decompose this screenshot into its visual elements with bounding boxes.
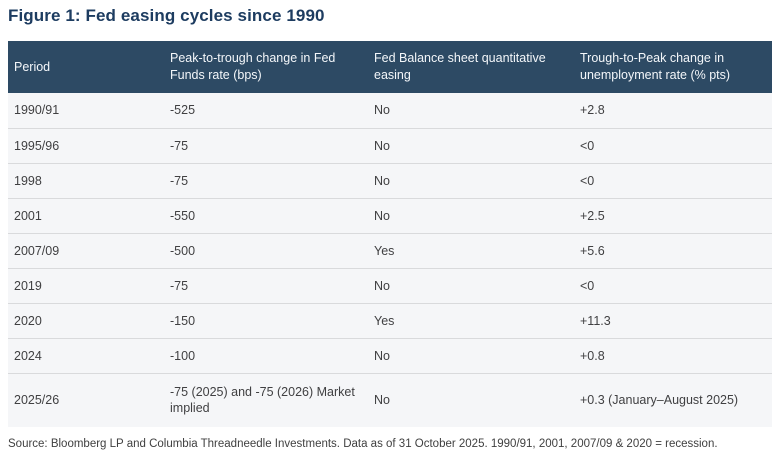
cell-period: 2001 (8, 197, 164, 233)
table-row: 2025/26 -75 (2025) and -75 (2026) Market … (8, 372, 772, 427)
cell-unemployment-change: <0 (574, 267, 772, 303)
table-row: 2001 -550 No +2.5 (8, 197, 772, 233)
cell-period: 2007/09 (8, 232, 164, 268)
cell-quantitative-easing: No (368, 162, 574, 198)
table-row: 2024 -100 No +0.8 (8, 337, 772, 373)
source-note: Source: Bloomberg LP and Columbia Thread… (8, 438, 718, 450)
column-header-period: Period (8, 41, 164, 93)
cell-fed-funds-change: -75 (164, 127, 368, 163)
table-row: 1995/96 -75 No <0 (8, 127, 772, 163)
cell-period: 1995/96 (8, 127, 164, 163)
cell-fed-funds-change: -75 (2025) and -75 (2026) Market implied (164, 372, 368, 427)
table-row: 1998 -75 No <0 (8, 162, 772, 198)
cell-unemployment-change: +5.6 (574, 232, 772, 268)
cell-fed-funds-change: -550 (164, 197, 368, 233)
cell-period: 2020 (8, 302, 164, 338)
cell-period: 1990/91 (8, 93, 164, 128)
cell-unemployment-change: +0.3 (January–August 2025) (574, 372, 772, 427)
cell-unemployment-change: +11.3 (574, 302, 772, 338)
column-header-unemployment-change: Trough-to-Peak change in unemployment ra… (574, 41, 772, 93)
cell-period: 1998 (8, 162, 164, 198)
cell-quantitative-easing: No (368, 372, 574, 427)
cell-unemployment-change: <0 (574, 162, 772, 198)
table-body: 1990/91 -525 No +2.8 1995/96 -75 No <0 1998 -75 No… (8, 93, 772, 427)
cell-quantitative-easing: No (368, 337, 574, 373)
column-header-quantitative-easing: Fed Balance sheet quantitative easing (368, 41, 574, 93)
cell-fed-funds-change: -100 (164, 337, 368, 373)
cell-quantitative-easing: Yes (368, 232, 574, 268)
table-row: 2020 -150 Yes +11.3 (8, 302, 772, 338)
column-header-fed-funds-change: Peak-to-trough change in Fed Funds rate … (164, 41, 368, 93)
table-header-row: Period Peak-to-trough change in Fed Fund… (8, 41, 772, 93)
cell-unemployment-change: +2.8 (574, 93, 772, 128)
cell-quantitative-easing: No (368, 267, 574, 303)
cell-unemployment-change: +0.8 (574, 337, 772, 373)
table-row: 2007/09 -500 Yes +5.6 (8, 232, 772, 268)
cell-fed-funds-change: -150 (164, 302, 368, 338)
cell-unemployment-change: <0 (574, 127, 772, 163)
cell-unemployment-change: +2.5 (574, 197, 772, 233)
cell-quantitative-easing: No (368, 127, 574, 163)
figure-title: Figure 1: Fed easing cycles since 1990 (8, 6, 325, 25)
cell-fed-funds-change: -75 (164, 162, 368, 198)
table-header: Period Peak-to-trough change in Fed Fund… (8, 41, 772, 93)
cell-fed-funds-change: -525 (164, 93, 368, 128)
table-row: 1990/91 -525 No +2.8 (8, 93, 772, 128)
table-row: 2019 -75 No <0 (8, 267, 772, 303)
cell-quantitative-easing: No (368, 93, 574, 128)
cell-fed-funds-change: -75 (164, 267, 368, 303)
fed-easing-cycles-table: Period Peak-to-trough change in Fed Fund… (8, 41, 772, 427)
cell-period: 2025/26 (8, 372, 164, 427)
cell-quantitative-easing: No (368, 197, 574, 233)
cell-quantitative-easing: Yes (368, 302, 574, 338)
cell-period: 2019 (8, 267, 164, 303)
cell-period: 2024 (8, 337, 164, 373)
cell-fed-funds-change: -500 (164, 232, 368, 268)
